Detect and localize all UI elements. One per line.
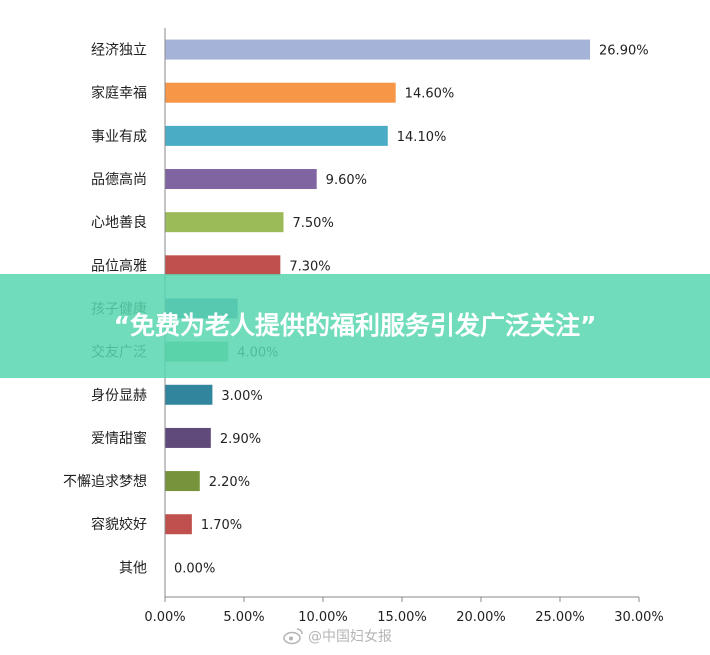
category-label: 不懈追求梦想	[63, 473, 147, 490]
category-label: 家庭幸福	[91, 85, 147, 102]
data-label: 7.30%	[289, 259, 330, 274]
x-tick-label: 25.00%	[535, 610, 585, 625]
category-label: 心地善良	[91, 215, 147, 231]
data-label: 14.10%	[397, 130, 447, 145]
x-tick-label: 0.00%	[144, 610, 185, 625]
data-label: 9.60%	[326, 173, 367, 188]
category-label: 容貌姣好	[91, 516, 147, 533]
bar	[165, 39, 591, 60]
weibo-icon	[283, 628, 303, 645]
bar	[165, 169, 317, 190]
x-tick-label: 5.00%	[223, 610, 264, 625]
watermark-text: @中国妇女报	[308, 629, 392, 645]
bar	[165, 514, 192, 535]
x-tick-label: 10.00%	[298, 610, 348, 625]
data-label: 0.00%	[174, 561, 215, 576]
data-label: 3.00%	[221, 389, 262, 404]
bar	[165, 212, 284, 233]
data-label: 1.70%	[201, 518, 242, 533]
x-tick-label: 15.00%	[377, 610, 427, 625]
category-label: 品德高尚	[91, 171, 147, 188]
category-label: 事业有成	[91, 129, 147, 145]
x-tick-label: 20.00%	[456, 610, 506, 625]
category-label: 经济独立	[91, 43, 147, 59]
data-label: 26.90%	[599, 44, 649, 59]
bar	[165, 82, 396, 103]
data-label: 2.90%	[220, 432, 261, 447]
category-label: 身份显赫	[91, 388, 147, 404]
watermark: @中国妇女报	[282, 624, 442, 648]
data-label: 7.50%	[293, 216, 334, 231]
bar	[165, 125, 388, 146]
x-tick-label: 30.00%	[614, 610, 664, 625]
headline-text: “免费为老人提供的福利服务引发广泛关注”	[113, 311, 597, 340]
bar	[165, 471, 200, 492]
category-label: 品位高雅	[91, 257, 147, 274]
bar	[165, 255, 281, 276]
bar	[165, 427, 211, 448]
headline-banner: “免费为老人提供的福利服务引发广泛关注”	[0, 274, 710, 378]
bar	[165, 384, 213, 405]
category-label: 其他	[119, 560, 147, 576]
data-label: 2.20%	[209, 475, 250, 490]
data-label: 14.60%	[405, 87, 455, 102]
category-label: 爱情甜蜜	[91, 431, 147, 447]
